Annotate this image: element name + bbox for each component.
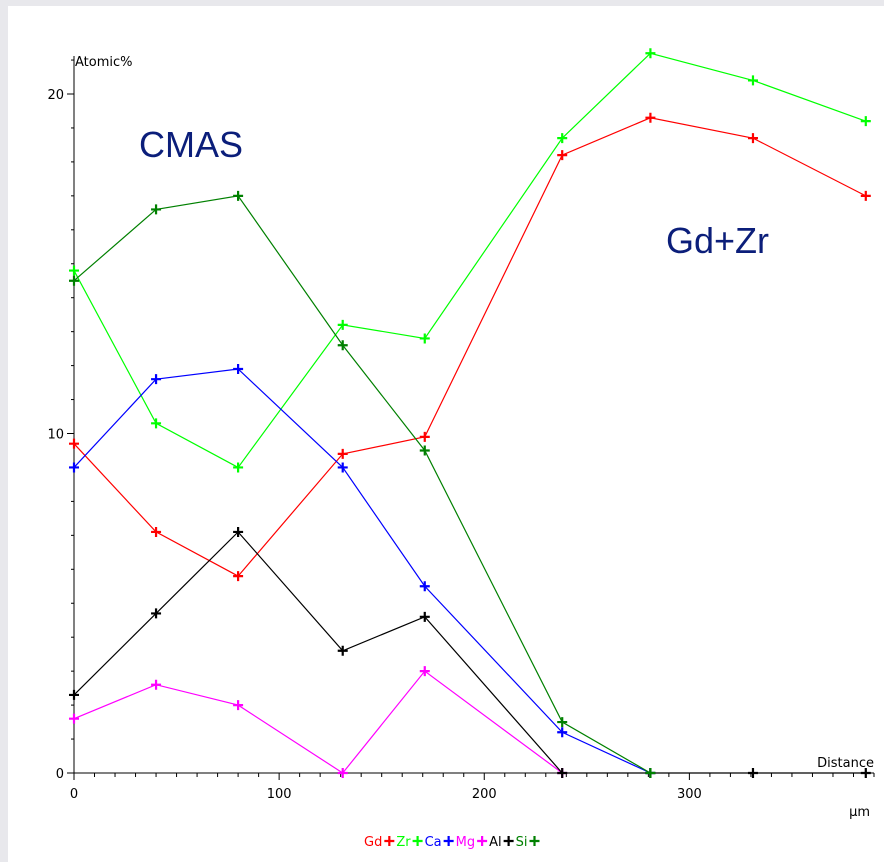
data-point-zr bbox=[419, 333, 430, 344]
data-point-ca bbox=[69, 462, 79, 473]
data-point-si bbox=[151, 204, 162, 215]
x-axis-unit: µm bbox=[849, 805, 870, 820]
series-line-ca bbox=[73, 368, 651, 774]
data-point-si bbox=[557, 717, 568, 728]
series-zr bbox=[69, 48, 871, 473]
data-point-gd bbox=[69, 438, 79, 449]
series-mg bbox=[69, 666, 568, 778]
legend-marker-si bbox=[529, 836, 540, 846]
data-point-zr bbox=[233, 462, 244, 473]
data-point-mg bbox=[151, 679, 162, 690]
data-point-zr bbox=[645, 48, 656, 59]
legend-label-si: Si bbox=[516, 835, 528, 850]
data-point-al bbox=[69, 689, 79, 700]
data-point-gd bbox=[419, 431, 430, 442]
series-al bbox=[69, 526, 871, 778]
data-point-mg bbox=[69, 713, 79, 724]
data-point-mg bbox=[233, 700, 244, 711]
data-point-zr bbox=[337, 319, 348, 330]
legend-marker-ca bbox=[443, 836, 454, 846]
data-point-al bbox=[151, 608, 162, 619]
y-tick-label: 20 bbox=[47, 88, 64, 103]
annotation-cmas: CMAS bbox=[139, 124, 243, 165]
series-si bbox=[69, 190, 656, 778]
data-point-gd bbox=[747, 133, 758, 144]
data-point-zr bbox=[747, 75, 758, 86]
data-point-gd bbox=[557, 150, 568, 161]
annotation-gd-zr: Gd+Zr bbox=[666, 220, 769, 261]
legend-label-ca: Ca bbox=[425, 835, 442, 850]
series-line-al bbox=[73, 531, 866, 774]
data-point-ca bbox=[233, 363, 244, 374]
data-point-si bbox=[419, 445, 430, 456]
x-tick-label: 0 bbox=[70, 787, 78, 802]
x-axis-label: Distance bbox=[817, 756, 874, 771]
data-point-zr bbox=[860, 116, 871, 127]
data-point-ca bbox=[151, 374, 162, 385]
data-point-ca bbox=[337, 462, 348, 473]
line-chart: 0 100 200 300 0 10 20 Atomic% Distance µm CMAS… bbox=[47, 48, 875, 850]
data-point-si bbox=[337, 340, 348, 351]
legend-marker-mg bbox=[477, 836, 488, 846]
data-point-zr bbox=[151, 418, 162, 429]
data-point-mg bbox=[337, 768, 348, 778]
legend-label-gd: Gd bbox=[364, 835, 382, 850]
data-point-zr bbox=[557, 133, 568, 144]
x-tick-label: 100 bbox=[267, 787, 292, 802]
y-tick-label: 0 bbox=[56, 767, 64, 782]
data-point-gd bbox=[337, 448, 348, 459]
data-point-gd bbox=[233, 571, 244, 582]
legend-marker-al bbox=[503, 836, 514, 846]
data-point-gd bbox=[645, 112, 656, 123]
chart-frame: 0 100 200 300 0 10 20 Atomic% Distance µm CMAS… bbox=[8, 6, 884, 862]
series-gd bbox=[69, 112, 871, 582]
data-point-zr bbox=[69, 265, 79, 276]
data-point-al bbox=[337, 645, 348, 656]
data-point-al bbox=[419, 611, 430, 622]
legend-label-mg: Mg bbox=[456, 835, 475, 850]
ticks: 0 100 200 300 0 10 20 bbox=[47, 59, 875, 802]
series-line-gd bbox=[73, 117, 867, 577]
x-tick-label: 200 bbox=[472, 787, 497, 802]
data-point-al bbox=[233, 526, 244, 537]
x-tick-label: 300 bbox=[677, 787, 702, 802]
data-point-al bbox=[860, 768, 871, 778]
data-point-al bbox=[747, 768, 758, 778]
data-point-gd bbox=[860, 190, 871, 201]
data-point-si bbox=[69, 275, 79, 286]
series-group bbox=[69, 48, 871, 778]
data-point-si bbox=[233, 190, 244, 201]
data-point-gd bbox=[151, 526, 162, 537]
data-point-al bbox=[557, 768, 568, 778]
y-tick-label: 10 bbox=[47, 428, 64, 443]
legend-label-al: Al bbox=[489, 835, 502, 850]
legend-marker-zr bbox=[412, 836, 423, 846]
data-point-mg bbox=[419, 666, 430, 677]
series-line-mg bbox=[73, 670, 563, 774]
data-point-si bbox=[645, 768, 656, 778]
legend-label-zr: Zr bbox=[396, 835, 411, 850]
data-point-ca bbox=[557, 727, 568, 738]
y-axis-label: Atomic% bbox=[75, 55, 133, 70]
data-point-ca bbox=[419, 581, 430, 592]
legend: Gd Zr Ca Mg Al Si bbox=[364, 835, 540, 850]
legend-marker-gd bbox=[384, 836, 395, 846]
